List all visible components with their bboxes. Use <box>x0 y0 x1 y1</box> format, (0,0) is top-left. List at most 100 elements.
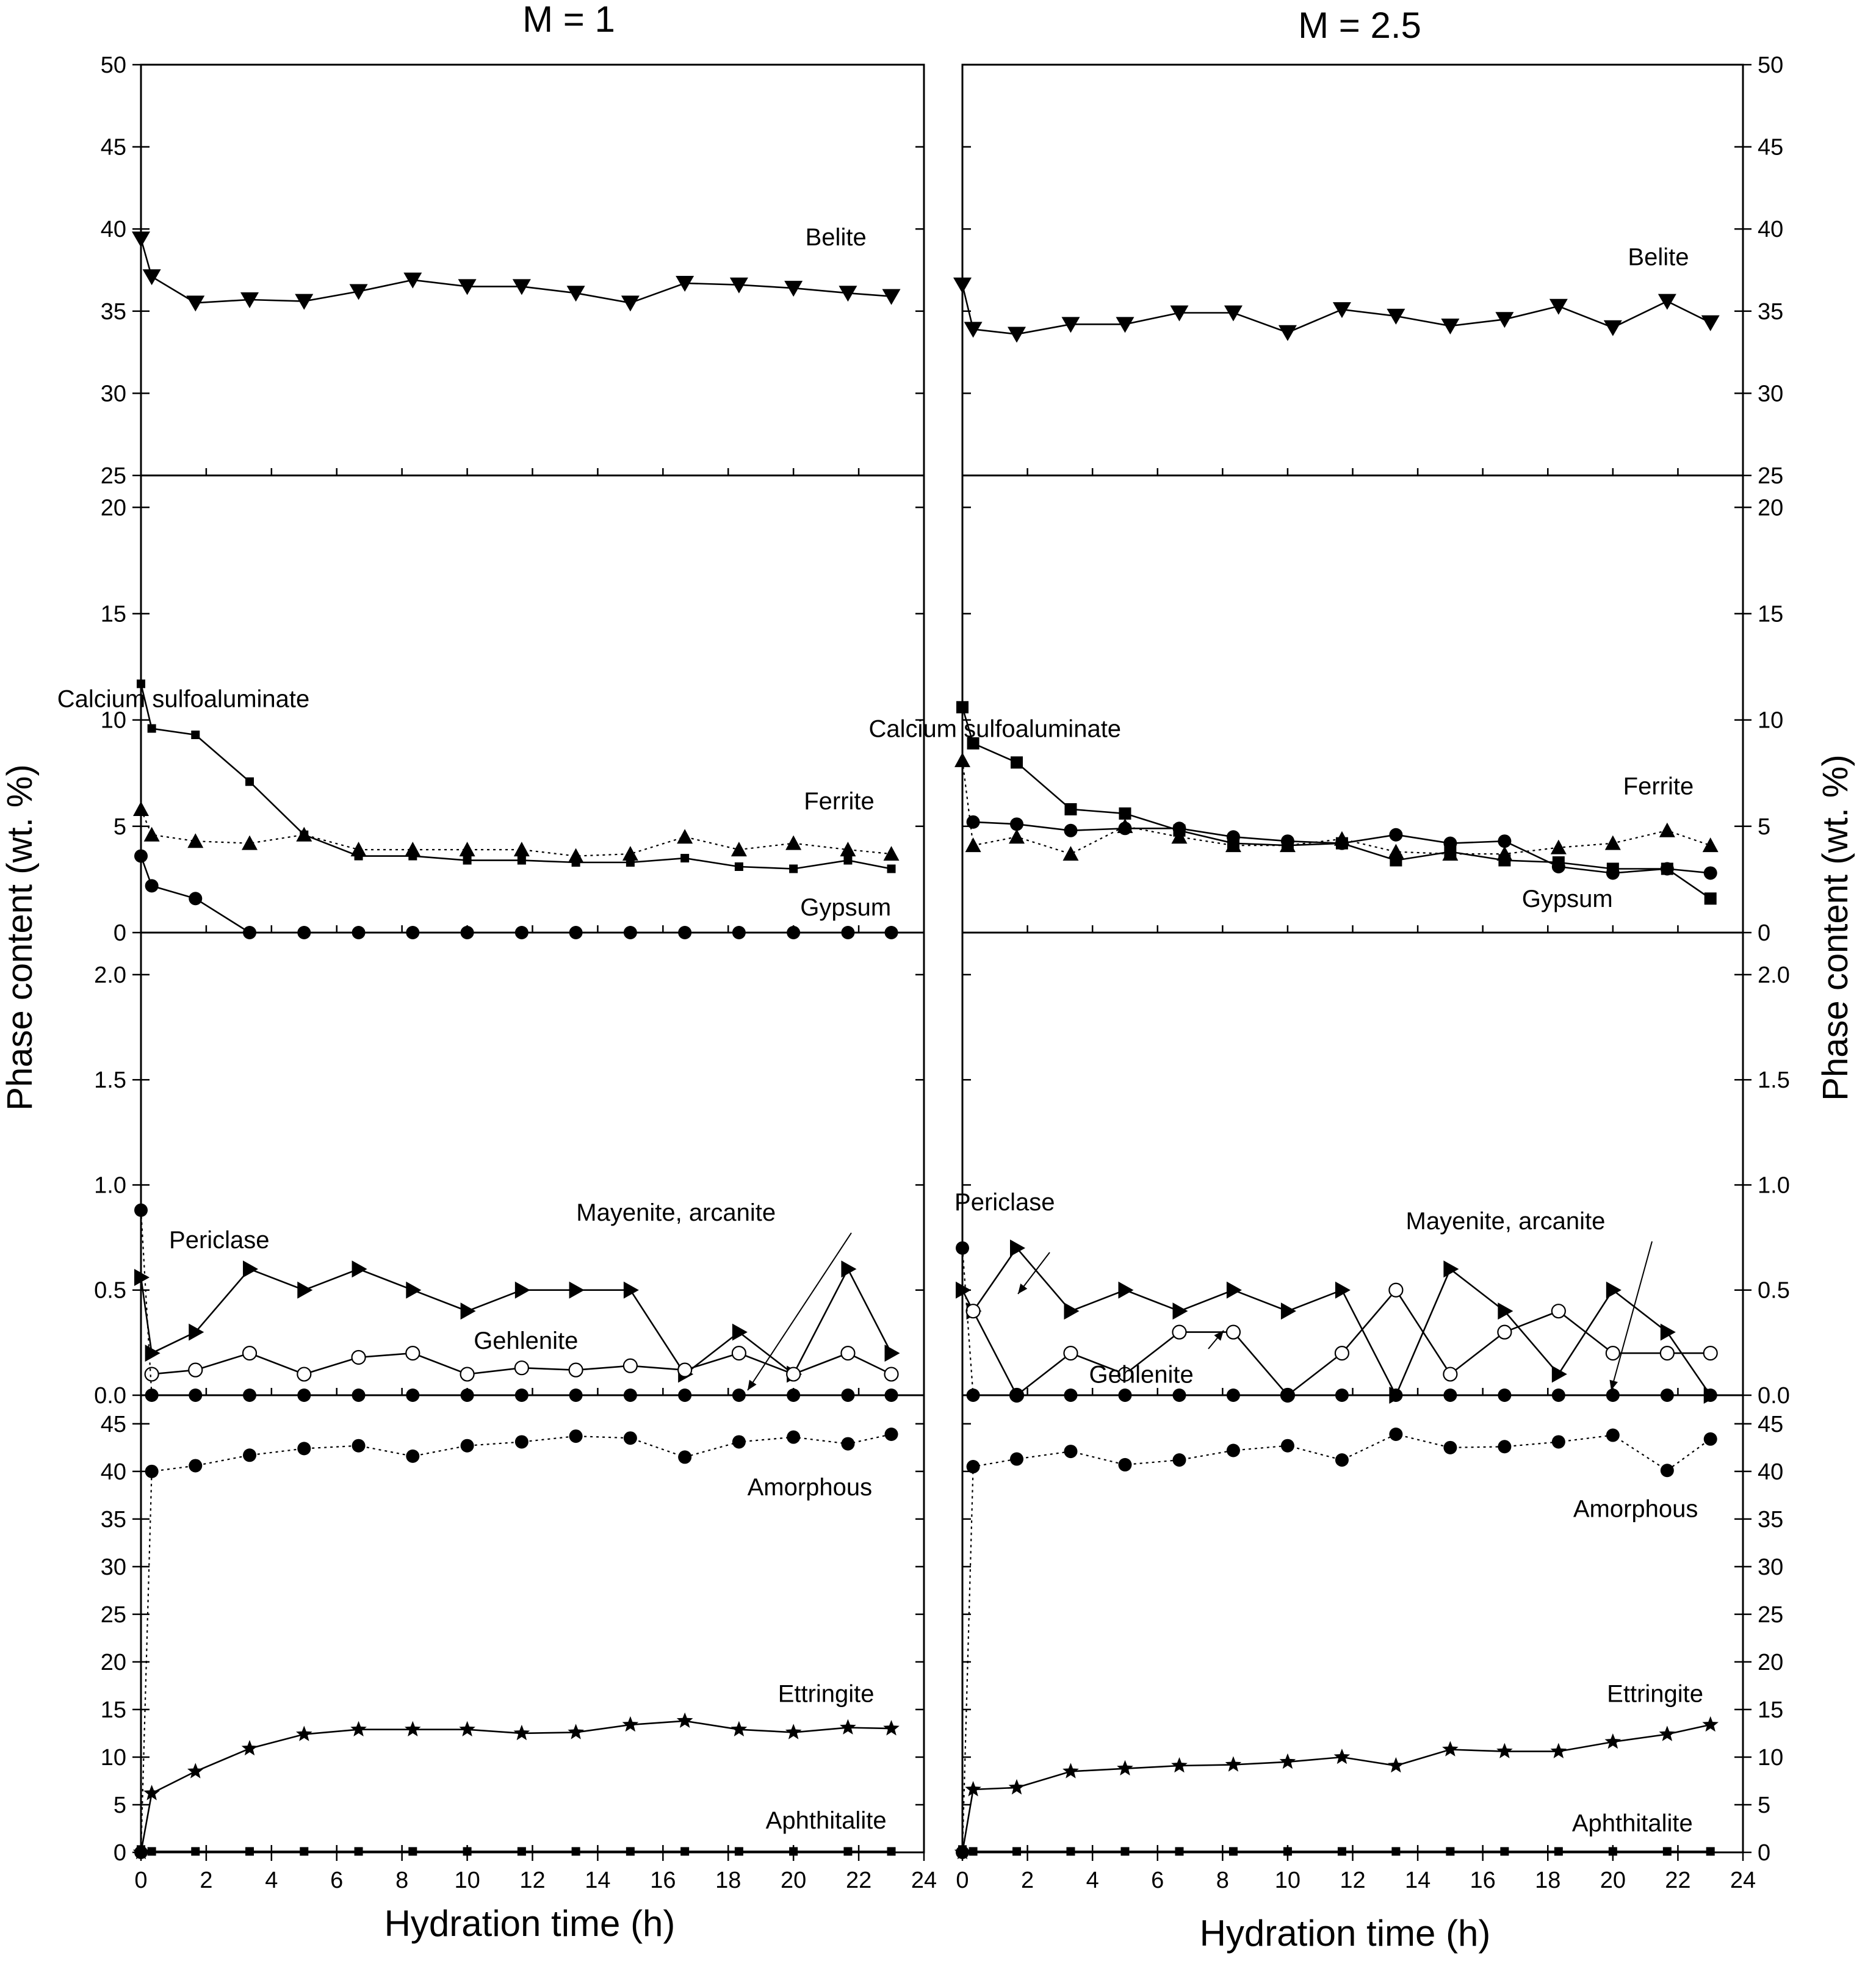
data-point <box>843 1847 853 1856</box>
data-point <box>132 231 150 248</box>
y-tick-label: 5 <box>1758 1793 1770 1818</box>
data-point <box>186 295 205 312</box>
data-point <box>1063 1345 1078 1361</box>
data-point <box>729 277 748 294</box>
data-point <box>143 826 160 842</box>
data-point <box>884 1427 898 1441</box>
x-tick-label: 12 <box>1340 1868 1365 1893</box>
data-point <box>1441 319 1460 335</box>
data-point <box>1442 846 1459 861</box>
y-tick-label: 1.0 <box>94 1172 126 1198</box>
y-tick-label: 2.0 <box>94 962 126 988</box>
data-point <box>137 1845 145 1854</box>
data-point <box>145 879 159 893</box>
data-point <box>134 849 148 863</box>
data-point <box>513 842 530 857</box>
data-point <box>517 1847 526 1856</box>
phase-label: Mayenite, arcanite <box>1406 1208 1606 1235</box>
phase-label: Aphthitalite <box>1572 1810 1693 1837</box>
y-tick-label: 0 <box>114 920 126 946</box>
x-tick-label: 8 <box>395 1868 408 1893</box>
series-line <box>962 1849 1711 1852</box>
x-tick-label: 24 <box>1730 1868 1756 1893</box>
data-point <box>887 1847 896 1856</box>
series-ferrite <box>133 801 900 863</box>
data-point <box>1659 1345 1675 1361</box>
data-point <box>956 701 969 713</box>
series-line <box>140 1849 892 1852</box>
data-point <box>514 1281 530 1299</box>
x-tick-label: 14 <box>585 1868 610 1893</box>
data-point <box>1170 305 1189 322</box>
data-point <box>1603 320 1622 336</box>
phase-label: Mayenite, arcanite <box>576 1199 776 1226</box>
data-point <box>965 837 981 853</box>
data-point <box>1659 822 1675 837</box>
data-point <box>1066 1847 1075 1856</box>
data-point <box>953 277 972 294</box>
data-point <box>187 833 204 848</box>
series-line <box>140 684 892 870</box>
data-point <box>137 679 145 688</box>
data-point <box>513 1724 530 1741</box>
y-tick-label: 30 <box>101 1555 126 1580</box>
y-tick-label: 35 <box>101 299 126 325</box>
series-belite <box>953 277 1720 343</box>
data-point <box>1443 836 1457 850</box>
data-point <box>1225 837 1241 853</box>
data-point <box>1118 1457 1132 1472</box>
data-point <box>349 284 368 300</box>
data-point <box>1010 756 1023 769</box>
series-aphthitalite <box>137 1845 896 1856</box>
right-column-title: M = 2.5 <box>1298 5 1421 46</box>
phase-label: Periclase <box>954 1189 1055 1216</box>
x-tick-label: 20 <box>781 1868 806 1893</box>
panel-M25-minor: 0.0 0.5 1.0 1.5 2.0 Periclase Mayenite, arcani… <box>954 931 1790 1409</box>
data-point <box>1443 1440 1457 1454</box>
data-point <box>1550 839 1567 854</box>
data-point <box>145 1464 159 1478</box>
series-ferrite <box>954 752 1719 861</box>
data-point <box>191 1847 200 1856</box>
data-point <box>243 1448 257 1462</box>
data-point <box>460 1439 474 1453</box>
data-point <box>350 842 367 857</box>
data-point <box>1442 1741 1459 1757</box>
data-point <box>1604 835 1621 850</box>
data-point <box>1171 829 1188 844</box>
data-point <box>1443 1367 1458 1382</box>
data-point <box>1389 828 1403 842</box>
x-tick-label: 6 <box>1151 1868 1164 1893</box>
y-tick-label: 5 <box>114 814 126 840</box>
data-point <box>1495 312 1514 328</box>
data-point <box>1703 1345 1718 1361</box>
data-point <box>785 1724 802 1739</box>
data-point <box>969 1847 978 1856</box>
data-point <box>622 1358 638 1373</box>
annotation-arrow <box>1611 1241 1653 1391</box>
data-point <box>1334 1345 1350 1361</box>
data-point <box>1703 866 1717 880</box>
data-point <box>1496 1743 1513 1758</box>
phase-label: Ferrite <box>1623 773 1694 800</box>
x-tick-label: 14 <box>1405 1868 1430 1893</box>
data-point <box>1388 1282 1404 1298</box>
data-point <box>787 1430 801 1444</box>
phase-label: Ferrite <box>804 788 875 815</box>
x-tick-label: 6 <box>330 1868 343 1893</box>
data-point <box>956 1281 971 1299</box>
series-line <box>140 1267 892 1376</box>
data-point <box>1498 1440 1512 1454</box>
series-line <box>961 1433 1711 1853</box>
series-line <box>140 1720 892 1853</box>
data-point <box>245 1847 254 1856</box>
y-tick-label: 5 <box>1758 814 1770 840</box>
data-point <box>145 1345 161 1362</box>
data-point <box>1335 836 1349 850</box>
phase-label: Gypsum <box>1522 886 1613 912</box>
data-point <box>243 1260 259 1278</box>
data-point <box>1172 822 1186 836</box>
y-tick-label: 15 <box>101 1697 126 1723</box>
y-tick-label: 45 <box>101 135 126 161</box>
data-point <box>1703 1432 1717 1446</box>
